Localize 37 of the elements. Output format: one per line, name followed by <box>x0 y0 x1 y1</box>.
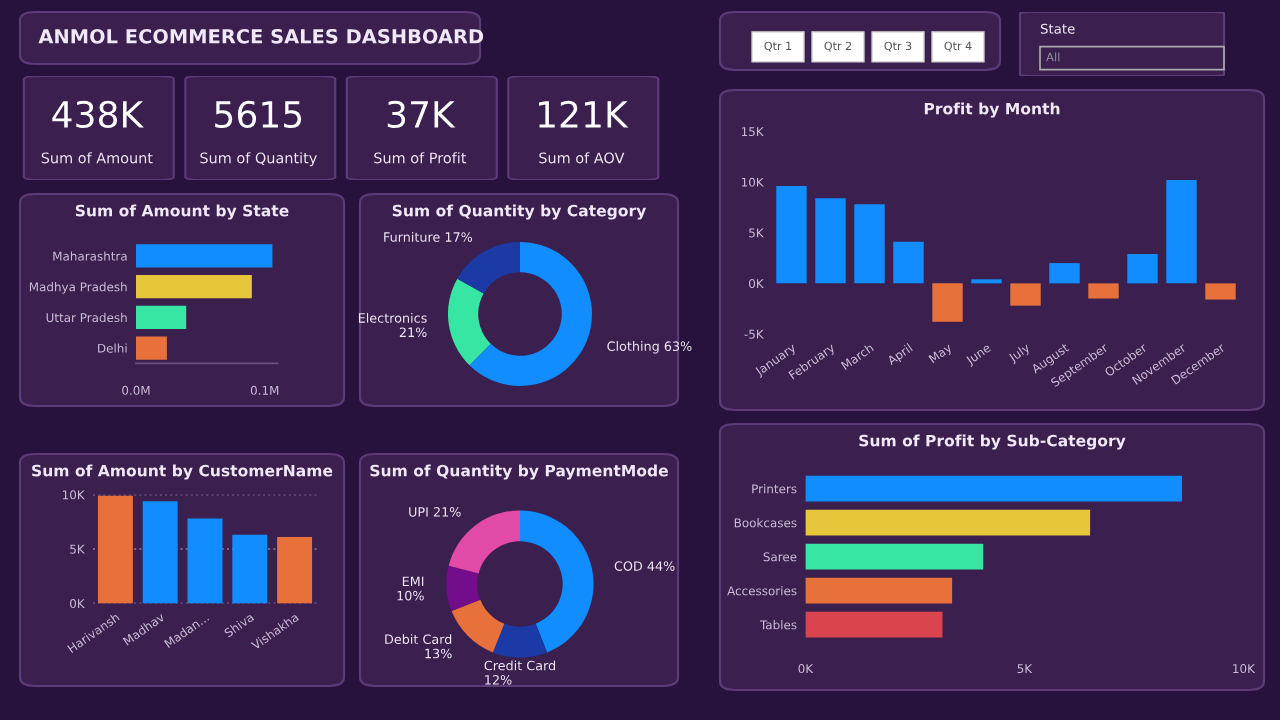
bar <box>805 509 1091 536</box>
bar <box>136 305 187 330</box>
bar <box>805 577 953 604</box>
text: 121K <box>539 100 629 128</box>
donut-slice <box>492 623 548 658</box>
donut-slice <box>469 242 592 386</box>
bar <box>1010 283 1041 306</box>
donut-slice <box>451 599 505 653</box>
text: ANMOL ECOMMERCE SALES DASHBOARD <box>38 28 484 44</box>
donut-slice <box>446 565 481 612</box>
bar <box>805 543 984 570</box>
bar <box>893 241 924 284</box>
bar <box>1088 283 1119 299</box>
bar <box>815 198 846 284</box>
donut-slice <box>448 278 491 366</box>
bar <box>1127 253 1158 284</box>
bar <box>1166 180 1197 284</box>
text: 37K <box>387 100 456 129</box>
bar <box>277 537 313 604</box>
bar <box>232 534 268 604</box>
bar <box>1205 283 1236 300</box>
bar <box>97 495 133 604</box>
bar <box>187 518 223 604</box>
bar <box>854 204 885 284</box>
bar <box>136 336 167 360</box>
donut-slice <box>457 242 520 294</box>
bar <box>136 274 252 299</box>
bar <box>805 475 1183 502</box>
bar <box>932 283 963 322</box>
text: 438K <box>52 100 144 129</box>
donut-slice <box>520 510 594 653</box>
bar <box>776 186 807 284</box>
text: 5615 <box>215 100 302 129</box>
bar <box>805 611 943 638</box>
bar <box>142 501 178 604</box>
bar <box>136 244 273 268</box>
bar <box>1049 263 1080 284</box>
